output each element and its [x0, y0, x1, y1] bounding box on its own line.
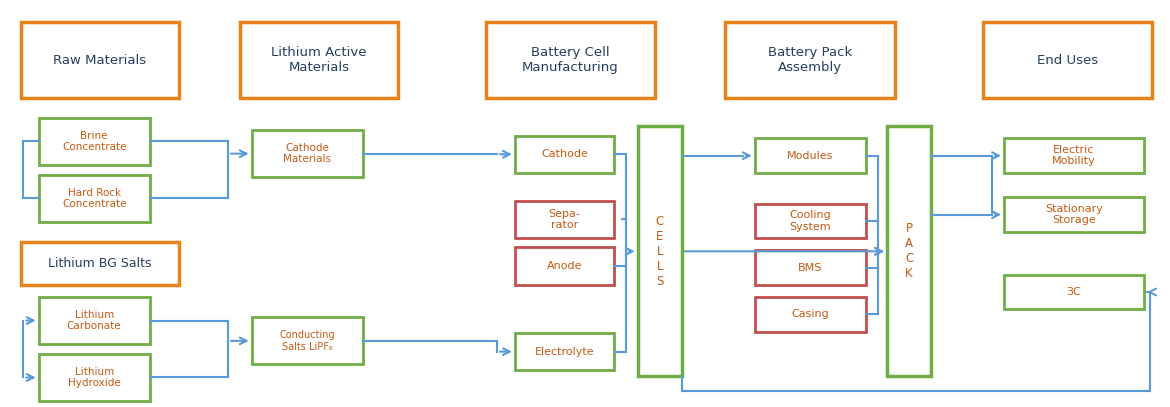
Text: BMS: BMS — [798, 263, 823, 273]
Text: P
A
C
K: P A C K — [904, 222, 914, 280]
Text: Lithium
Carbonate: Lithium Carbonate — [67, 310, 122, 331]
Text: Raw Materials: Raw Materials — [54, 54, 146, 66]
Text: Brine
Concentrate: Brine Concentrate — [62, 131, 126, 152]
FancyBboxPatch shape — [21, 22, 179, 98]
Text: Electric
Mobility: Electric Mobility — [1052, 145, 1096, 166]
Text: Lithium
Hydroxide: Lithium Hydroxide — [68, 367, 121, 388]
FancyBboxPatch shape — [252, 130, 363, 177]
FancyBboxPatch shape — [1004, 197, 1144, 232]
Text: Casing: Casing — [791, 309, 830, 319]
FancyBboxPatch shape — [252, 317, 363, 364]
Text: C
E
L
L
S: C E L L S — [655, 215, 665, 288]
FancyBboxPatch shape — [983, 22, 1152, 98]
FancyBboxPatch shape — [486, 22, 655, 98]
Text: Conducting
Salts LiPF₆: Conducting Salts LiPF₆ — [280, 330, 335, 352]
Text: End Uses: End Uses — [1037, 54, 1099, 66]
Text: Cooling
System: Cooling System — [790, 210, 831, 232]
Text: Cathode
Materials: Cathode Materials — [283, 143, 331, 164]
FancyBboxPatch shape — [755, 250, 866, 285]
FancyBboxPatch shape — [21, 242, 179, 285]
FancyBboxPatch shape — [240, 22, 398, 98]
FancyBboxPatch shape — [515, 136, 614, 173]
Text: Modules: Modules — [787, 151, 833, 161]
Text: Battery Cell
Manufacturing: Battery Cell Manufacturing — [522, 46, 619, 74]
FancyBboxPatch shape — [887, 126, 931, 376]
FancyBboxPatch shape — [515, 247, 614, 285]
Text: Sepa-
rator: Sepa- rator — [549, 208, 580, 230]
Text: Lithium BG Salts: Lithium BG Salts — [48, 257, 152, 270]
FancyBboxPatch shape — [39, 297, 150, 344]
Text: Lithium Active
Materials: Lithium Active Materials — [271, 46, 366, 74]
FancyBboxPatch shape — [1004, 275, 1144, 309]
Text: Battery Pack
Assembly: Battery Pack Assembly — [768, 46, 853, 74]
Text: Hard Rock
Concentrate: Hard Rock Concentrate — [62, 188, 126, 209]
FancyBboxPatch shape — [39, 175, 150, 222]
Text: Electrolyte: Electrolyte — [535, 347, 594, 357]
FancyBboxPatch shape — [725, 22, 895, 98]
Text: Anode: Anode — [546, 261, 583, 271]
FancyBboxPatch shape — [755, 297, 866, 332]
FancyBboxPatch shape — [1004, 138, 1144, 173]
Text: Stationary
Storage: Stationary Storage — [1045, 204, 1103, 225]
FancyBboxPatch shape — [638, 126, 682, 376]
FancyBboxPatch shape — [39, 354, 150, 401]
Text: Cathode: Cathode — [541, 149, 589, 159]
FancyBboxPatch shape — [39, 118, 150, 165]
FancyBboxPatch shape — [515, 201, 614, 238]
FancyBboxPatch shape — [755, 138, 866, 173]
FancyBboxPatch shape — [755, 204, 866, 238]
FancyBboxPatch shape — [515, 333, 614, 370]
Text: 3C: 3C — [1067, 287, 1081, 297]
